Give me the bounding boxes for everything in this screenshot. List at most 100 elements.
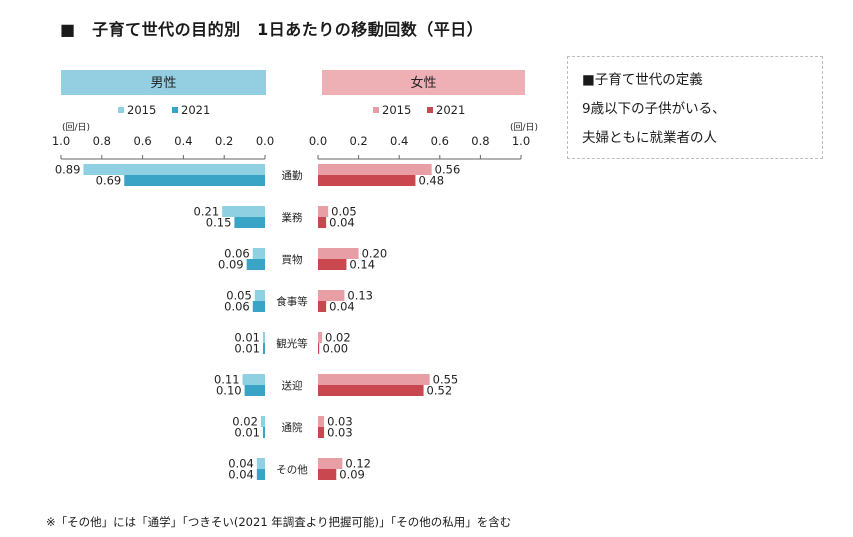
value-label-male-2015-0: 0.89 (55, 163, 81, 177)
bar-male-2021-7 (256, 469, 265, 480)
legend-label-male-2021: 2021 (181, 103, 210, 117)
bar-female-2015-0 (318, 164, 432, 175)
tick-label-male-4: 0.8 (93, 134, 111, 148)
bar-male-2021-5 (244, 385, 265, 396)
unit-label-female: (回/日) (510, 122, 538, 133)
tick-label-male-1: 0.2 (215, 134, 233, 148)
tick-label-male-0: 0.0 (256, 134, 274, 148)
footnote: ※「その他」には「通学」「つきそい(2021 年調査より把握可能)」「その他の私… (46, 515, 512, 529)
value-label-male-2015-5: 0.11 (214, 373, 240, 387)
bar-female-2015-6 (318, 416, 325, 427)
value-label-male-2021-5: 0.10 (216, 384, 242, 398)
bar-female-2021-6 (318, 427, 325, 438)
value-label-female-2021-2: 0.14 (349, 258, 375, 272)
bar-female-2021-1 (318, 217, 327, 228)
category-label-2: 買物 (282, 253, 303, 266)
bar-female-2021-4 (318, 343, 320, 354)
category-label-6: 通院 (282, 421, 303, 434)
value-label-female-2021-7: 0.09 (339, 468, 365, 482)
value-label-female-2015-3: 0.13 (347, 289, 373, 303)
bar-male-2015-2 (252, 248, 265, 259)
value-label-male-2015-3: 0.05 (226, 289, 252, 303)
value-label-male-2021-3: 0.06 (224, 300, 250, 314)
value-label-female-2021-5: 0.52 (427, 384, 453, 398)
value-label-female-2015-0: 0.56 (435, 163, 461, 177)
legend-label-male-2015: 2015 (127, 103, 156, 117)
bar-male-2015-0 (83, 164, 265, 175)
legend-swatch-male-2015 (118, 107, 124, 113)
panel-header-female (322, 70, 525, 95)
bar-male-2021-1 (234, 217, 265, 228)
bar-female-2021-0 (318, 175, 416, 186)
bar-male-2021-6 (262, 427, 265, 438)
category-label-4: 観光等 (276, 337, 308, 350)
value-label-female-2015-1: 0.05 (331, 205, 357, 219)
bar-male-2015-7 (256, 458, 265, 469)
legend-swatch-female-2015 (373, 107, 379, 113)
panel-header-label-female: 女性 (410, 75, 436, 91)
value-label-female-2021-4: 0.00 (323, 342, 349, 356)
bar-female-2015-5 (318, 374, 430, 385)
bar-female-2021-5 (318, 385, 424, 396)
value-label-male-2021-2: 0.09 (218, 258, 244, 272)
legend-label-female-2015: 2015 (382, 103, 411, 117)
panel-header-label-male: 男性 (150, 76, 176, 91)
tick-label-male-5: 1.0 (52, 134, 70, 148)
bar-male-2021-2 (246, 259, 265, 270)
value-label-female-2015-6: 0.03 (327, 415, 353, 429)
tick-label-female-5: 1.0 (512, 134, 530, 148)
value-label-male-2015-1: 0.21 (194, 205, 220, 219)
value-label-male-2021-4: 0.01 (234, 342, 260, 356)
category-label-5: 送迎 (282, 379, 303, 392)
value-label-female-2021-6: 0.03 (327, 426, 353, 440)
category-label-1: 業務 (282, 211, 303, 224)
tick-label-female-1: 0.2 (349, 134, 367, 148)
tick-label-male-3: 0.6 (133, 134, 151, 148)
value-label-male-2021-7: 0.04 (228, 468, 254, 482)
definition-box: ■子育て世代の定義 9歳以下の子供がいる、 夫婦ともに就業者の人 (567, 56, 823, 159)
bar-female-2021-7 (318, 469, 337, 480)
bar-male-2021-4 (262, 343, 265, 354)
tick-label-female-2: 0.4 (390, 134, 408, 148)
value-label-male-2021-1: 0.15 (206, 216, 232, 230)
value-label-male-2021-6: 0.01 (234, 426, 260, 440)
bar-female-2021-3 (318, 301, 327, 312)
legend-swatch-male-2021 (172, 107, 178, 113)
value-label-female-2015-7: 0.12 (345, 457, 371, 471)
value-label-female-2015-2: 0.20 (362, 247, 388, 261)
bar-male-2015-6 (260, 416, 265, 427)
value-label-female-2021-3: 0.04 (329, 300, 355, 314)
tick-label-male-2: 0.4 (174, 134, 192, 148)
definition-heading: ■子育て世代の定義 (582, 72, 703, 88)
bar-male-2015-4 (262, 332, 265, 343)
unit-label-male: (回/日) (62, 122, 90, 133)
bar-female-2021-2 (318, 259, 347, 270)
legend-label-female-2021: 2021 (436, 103, 465, 117)
value-label-female-2021-0: 0.48 (418, 174, 444, 188)
bar-female-2015-4 (318, 332, 323, 343)
definition-line-1: 9歳以下の子供がいる、 (582, 101, 726, 117)
bar-male-2015-1 (222, 206, 265, 217)
value-label-female-2021-1: 0.04 (329, 216, 355, 230)
category-label-3: 食事等 (276, 295, 308, 308)
value-label-male-2015-2: 0.06 (224, 247, 250, 261)
bar-female-2015-2 (318, 248, 359, 259)
chart-title: ■ 子育て世代の目的別 1日あたりの移動回数（平日） (60, 20, 484, 39)
legend-swatch-female-2021 (427, 107, 433, 113)
category-label-7: その他 (276, 463, 308, 476)
value-label-male-2015-4: 0.01 (234, 331, 260, 345)
bar-female-2015-1 (318, 206, 329, 217)
panel-header-male (61, 70, 266, 95)
tick-label-female-0: 0.0 (309, 134, 327, 148)
bar-female-2015-3 (318, 290, 345, 301)
bar-female-2015-7 (318, 458, 343, 469)
definition-line-2: 夫婦ともに就業者の人 (582, 130, 717, 146)
category-label-0: 通勤 (282, 169, 303, 182)
bar-male-2021-0 (124, 175, 266, 186)
bar-male-2015-3 (254, 290, 265, 301)
tick-label-female-4: 0.8 (471, 134, 489, 148)
value-label-male-2015-7: 0.04 (228, 457, 254, 471)
bar-male-2021-3 (252, 301, 265, 312)
